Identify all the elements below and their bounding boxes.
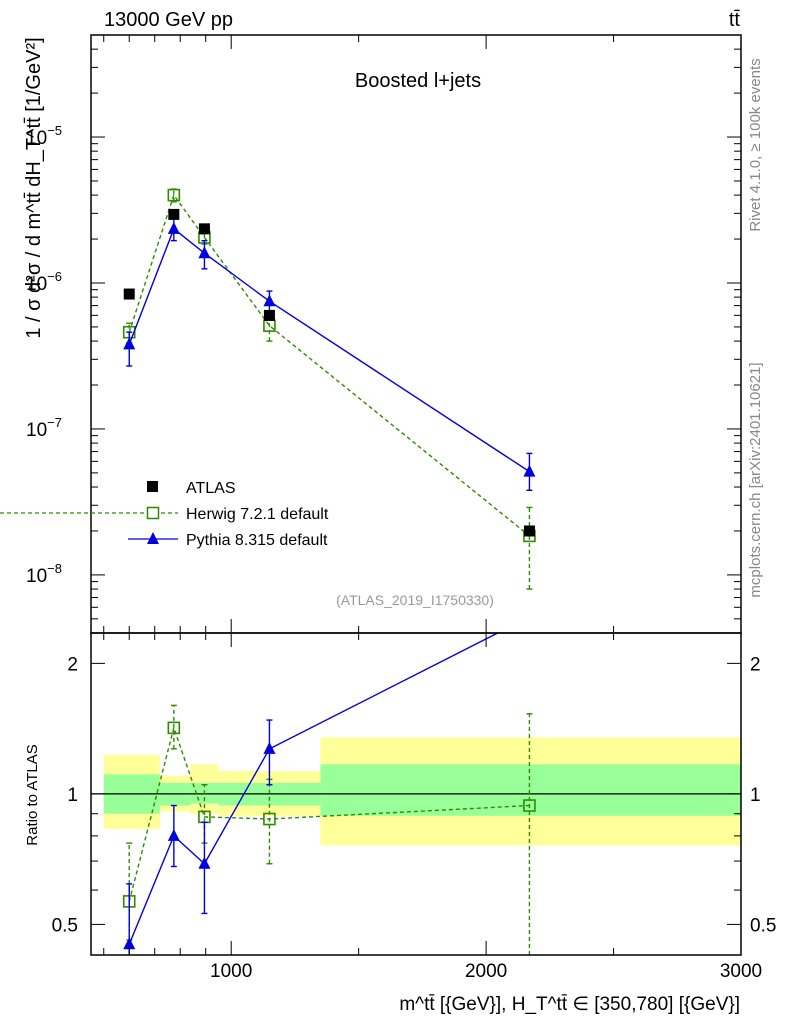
ratio-panel: 0.5 0.5 1 1 2 2 1000 2000 3000 Ratio to ATLAS m^… [24,632,776,1015]
source-label: mcplots.cern.ch [arXiv:2401.10621] [747,362,764,597]
process-label: tt̄ [729,9,741,31]
ratio-plot-area [91,633,741,955]
legend: ATLAS Herwig 7.2.1 default Pythia 8.315 … [0,480,329,549]
ratio-y-tick-label-right: 1 [750,785,761,806]
main-pythia-point [123,337,136,350]
main-herwig-point [167,188,181,202]
legend-herwig-marker [146,506,160,520]
ratio-band-inner [320,764,741,816]
main-pythia-point [167,221,180,234]
ratio-herwig-line [128,725,530,902]
ratio-herwig-point [198,810,211,824]
analysis-label: (ATLAS_2019_I1750330) [336,592,494,608]
main-pythia-line [128,227,530,473]
legend-atlas-label: ATLAS [186,480,236,497]
main-atlas-point [123,288,135,300]
energy-label: 13000 GeV pp [104,9,233,31]
ratio-ylabel: Ratio to ATLAS [24,744,41,845]
ratio-y-tick-label-right: 2 [750,654,761,675]
ratio-y-tick-label-left: 0.5 [52,915,78,936]
legend-atlas-marker [147,481,158,492]
ratio-herwig-point [263,812,276,826]
main-pythia-point [198,246,211,259]
ratio-pythia-point [198,856,211,869]
main-atlas-point [168,208,180,220]
main-y-tick-label: 10−7 [26,415,62,441]
main-ylabel: 1 / σ d²σ / d m^tt̄ dH_T^tt̄ [1/GeV²] [23,37,45,338]
ratio-y-tick-label-left: 2 [67,654,78,675]
main-panel: 10−810−710−610−5 Boosted l+jets (ATLAS_2… [0,34,742,634]
legend-pythia-label: Pythia 8.315 default [186,532,328,549]
main-atlas-point [263,309,275,321]
legend-pythia-marker [147,532,159,544]
legend-herwig-label: Herwig 7.2.1 default [186,506,329,523]
main-plot-area [122,188,536,590]
main-pythia-point [263,294,276,307]
ratio-pythia-point [123,937,136,950]
main-atlas-point [523,525,535,537]
ratio-pythia-point [167,828,180,841]
main-y-tick-label: 10−5 [26,123,62,149]
main-pythia-point [523,464,536,477]
main-atlas-point [198,223,210,235]
main-axes: 10−810−710−610−5 [26,34,742,634]
ratio-axes: 0.5 0.5 1 1 2 2 1000 2000 3000 [52,633,776,982]
rivet-label: Rivet 4.1.0, ≥ 100k events [747,58,764,231]
ratio-pythia-point [263,741,276,754]
main-y-tick-label: 10−8 [26,561,62,587]
ratio-x-tick-label: 2000 [465,961,507,982]
ratio-x-tick-label: 3000 [720,961,762,982]
main-herwig-point [263,319,276,332]
ratio-y-tick-label-left: 1 [67,785,78,806]
ratio-herwig-point [523,799,536,812]
ratio-y-tick-label-right: 0.5 [750,915,776,936]
ratio-x-tick-label: 1000 [210,961,252,982]
ratio-xlabel: m^tt̄ [{GeV}], H_T^tt̄ ∈ [350,780] [{GeV… [399,994,740,1015]
ratio-herwig-point [167,721,181,735]
main-herwig-line [128,193,530,537]
main-title: Boosted l+jets [355,70,481,92]
